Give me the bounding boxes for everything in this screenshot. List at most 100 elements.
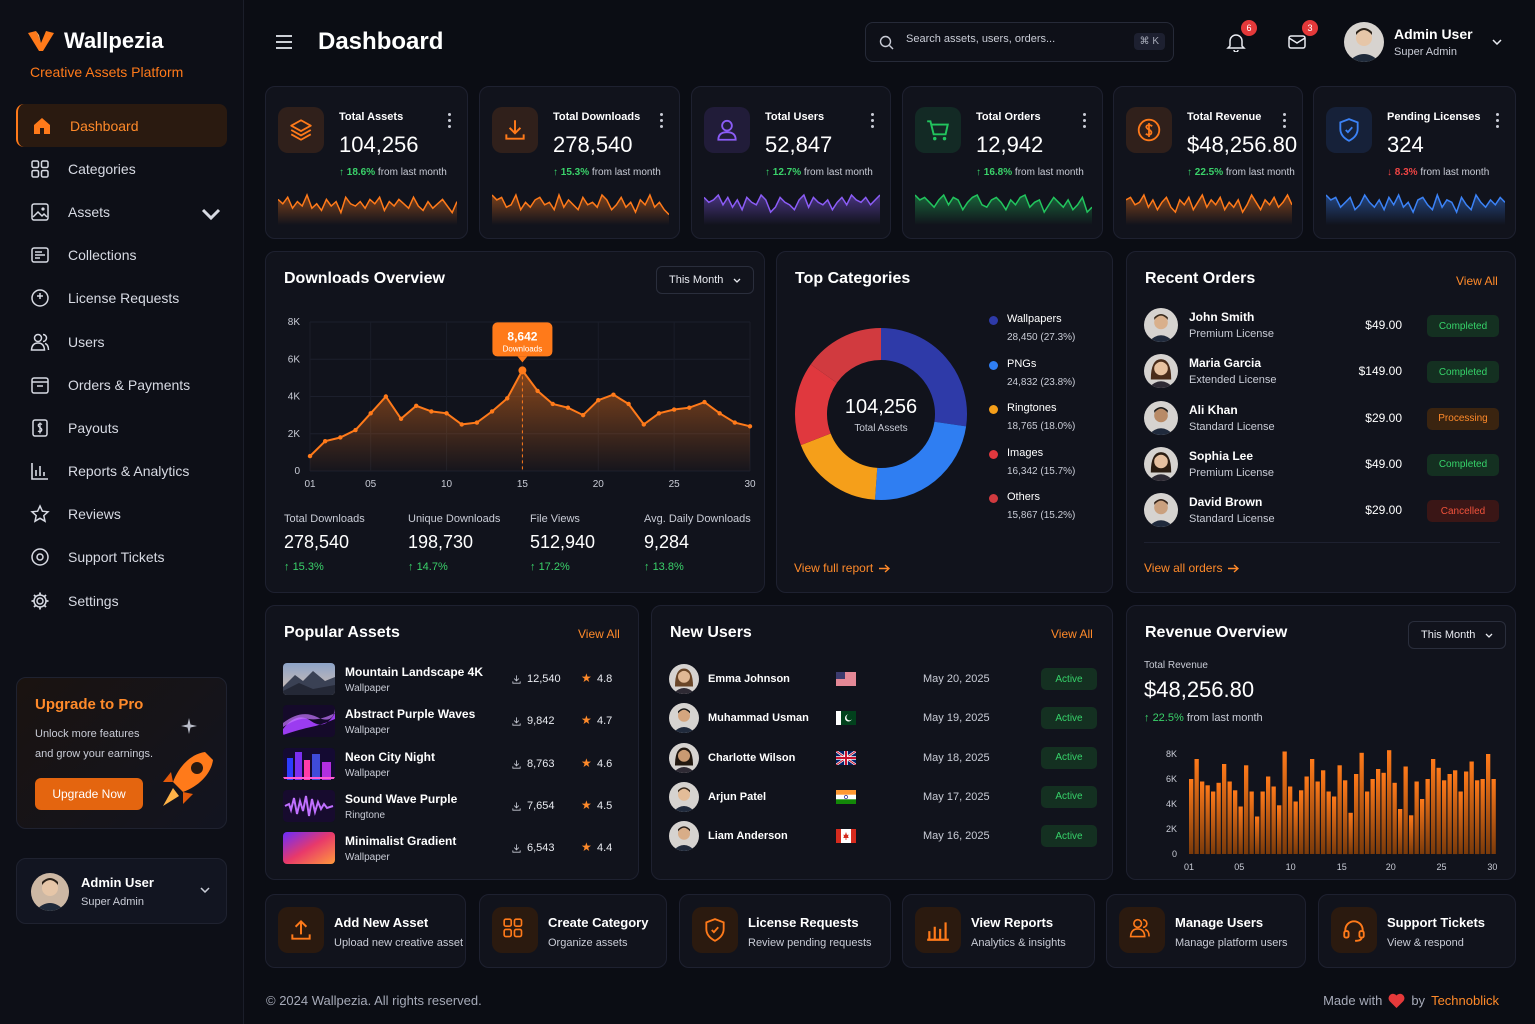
user-row[interactable]: Muhammad Usman May 19, 2025 Active bbox=[669, 703, 1099, 734]
more-options-icon[interactable] bbox=[448, 113, 451, 131]
messages-button[interactable]: 3 bbox=[1288, 20, 1318, 54]
sparkline bbox=[915, 193, 1092, 225]
sidebar-item-categories[interactable]: Categories bbox=[16, 147, 227, 190]
quick-action-support-tickets[interactable]: Support Tickets View & respond bbox=[1318, 894, 1516, 968]
footer-credit: Made with by Technoblick bbox=[1323, 993, 1499, 1008]
stat-card-total-assets[interactable]: Total Assets 104,256 ↑ 18.6% from last mon… bbox=[265, 86, 468, 239]
sidebar-item-reviews[interactable]: Reviews bbox=[16, 493, 227, 536]
tooltip-value: 8,642 bbox=[507, 329, 537, 343]
revenue-bar bbox=[1310, 759, 1315, 854]
quick-action-subtitle: Manage platform users bbox=[1175, 937, 1288, 949]
sidebar-item-label: Categories bbox=[68, 160, 136, 177]
revenue-bar bbox=[1398, 809, 1403, 854]
dollar-icon bbox=[1137, 118, 1161, 142]
card-title: Recent Orders bbox=[1145, 270, 1256, 287]
data-point bbox=[444, 411, 449, 416]
period-dropdown[interactable]: This Month bbox=[1408, 621, 1507, 649]
search-bar[interactable]: ⌘ K bbox=[865, 22, 1174, 62]
revenue-bar bbox=[1194, 759, 1199, 854]
period-dropdown[interactable]: This Month bbox=[656, 266, 755, 294]
stat-card-total-revenue[interactable]: Total Revenue $48,256.80 ↑ 22.5% from last… bbox=[1113, 86, 1303, 239]
user-join-date: May 20, 2025 bbox=[923, 673, 990, 685]
quick-action-view-reports[interactable]: View Reports Analytics & insights bbox=[902, 894, 1095, 968]
asset-row[interactable]: Neon City Night Wallpaper 8,763 ★ 4.6 bbox=[283, 747, 623, 782]
order-row[interactable]: John Smith Premium License $49.00 Completed bbox=[1144, 308, 1500, 344]
upload-icon bbox=[291, 919, 311, 940]
sidebar-item-collections[interactable]: Collections bbox=[16, 234, 227, 277]
revenue-bar bbox=[1260, 791, 1265, 854]
view-all-users-link[interactable]: View All bbox=[1051, 627, 1093, 641]
sidebar-user-card[interactable]: Admin User Super Admin bbox=[16, 858, 227, 924]
quick-action-create-category[interactable]: Create Category Organize assets bbox=[479, 894, 667, 968]
sparkline bbox=[492, 192, 669, 225]
quick-action-license-requests[interactable]: License Requests Review pending requests bbox=[679, 894, 891, 968]
notifications-button[interactable]: 6 bbox=[1226, 20, 1257, 54]
order-row[interactable]: Maria Garcia Extended License $149.00 Compl… bbox=[1144, 354, 1500, 390]
quick-action-title: License Requests bbox=[748, 915, 859, 930]
stat-card-total-downloads[interactable]: Total Downloads 278,540 ↑ 15.3% from last … bbox=[479, 86, 680, 239]
sidebar-item-support-tickets[interactable]: Support Tickets bbox=[16, 536, 227, 579]
revenue-bar bbox=[1321, 770, 1326, 855]
sidebar-item-payouts[interactable]: Payouts bbox=[16, 406, 227, 449]
author-link[interactable]: Technoblick bbox=[1431, 993, 1499, 1008]
revenue-bar bbox=[1420, 799, 1425, 854]
asset-row[interactable]: Mountain Landscape 4K Wallpaper 12,540 ★ 4.8 bbox=[283, 663, 623, 697]
stat-change-value: 22.5% bbox=[1194, 167, 1224, 178]
view-all-assets-link[interactable]: View All bbox=[578, 627, 620, 641]
brand-logo[interactable]: Wallpezia bbox=[28, 28, 163, 54]
sidebar-item-orders-payments[interactable]: Orders & Payments bbox=[16, 363, 227, 406]
user-row[interactable]: Arjun Patel May 17, 2025 Active bbox=[669, 781, 1099, 812]
data-point bbox=[322, 439, 328, 444]
menu-icon[interactable] bbox=[276, 35, 292, 49]
more-options-icon[interactable] bbox=[1083, 113, 1086, 131]
view-all-orders-link[interactable]: View All bbox=[1456, 274, 1498, 288]
user-name: Arjun Patel bbox=[708, 790, 767, 803]
status-badge: Completed bbox=[1427, 315, 1499, 337]
sidebar-item-settings[interactable]: Settings bbox=[16, 579, 227, 622]
search-input[interactable] bbox=[906, 33, 1126, 45]
quick-action-add-new-asset[interactable]: Add New Asset Upload new creative asset bbox=[265, 894, 466, 968]
asset-row[interactable]: Sound Wave Purple Ringtone 7,654 ★ 4.5 bbox=[283, 789, 623, 824]
order-license: Premium License bbox=[1189, 466, 1274, 479]
data-point bbox=[580, 412, 586, 418]
user-row[interactable]: Liam Anderson May 16, 2025 Active bbox=[669, 821, 1099, 852]
asset-type: Wallpaper bbox=[345, 767, 390, 779]
more-options-icon[interactable] bbox=[1496, 113, 1499, 131]
rating-star-icon: ★ bbox=[581, 797, 592, 812]
stat-card-total-orders[interactable]: Total Orders 12,942 ↑ 16.8% from last mont… bbox=[902, 86, 1103, 239]
stat-change-suffix: from last month bbox=[591, 167, 661, 178]
asset-thumbnail bbox=[283, 832, 335, 865]
stat-card-pending-licenses[interactable]: Pending Licenses 324 ↓ 8.3% from last mont… bbox=[1313, 86, 1516, 239]
more-options-icon[interactable] bbox=[871, 113, 874, 131]
stat-change-suffix: from last month bbox=[1420, 167, 1490, 178]
sidebar-item-users[interactable]: Users bbox=[16, 320, 227, 363]
asset-thumbnail bbox=[283, 747, 335, 780]
stat-icon-box bbox=[1326, 107, 1372, 153]
more-options-icon[interactable] bbox=[660, 113, 663, 131]
sidebar-item-reports-analytics[interactable]: Reports & Analytics bbox=[16, 450, 227, 493]
more-options-icon[interactable] bbox=[1283, 113, 1286, 131]
user-row[interactable]: Charlotte Wilson May 18, 2025 Active bbox=[669, 742, 1099, 773]
sidebar-item-assets[interactable]: Assets bbox=[16, 190, 227, 233]
asset-row[interactable]: Abstract Purple Waves Wallpaper 9,842 ★ 4.7 bbox=[283, 705, 623, 739]
arrow-right-icon bbox=[1228, 563, 1240, 573]
sidebar-item-dashboard[interactable]: Dashboard bbox=[16, 104, 227, 148]
header-user-menu[interactable]: Admin User Super Admin bbox=[1344, 22, 1514, 62]
upgrade-now-button[interactable]: Upgrade Now bbox=[35, 778, 143, 810]
donut-center-value: 104,256 bbox=[844, 396, 918, 418]
order-row[interactable]: Sophia Lee Premium License $49.00 Completed bbox=[1144, 446, 1500, 483]
chevron-down-icon[interactable] bbox=[200, 887, 210, 893]
view-full-report-link[interactable]: View full report bbox=[794, 561, 891, 575]
data-point bbox=[656, 411, 662, 416]
order-row[interactable]: David Brown Standard License $29.00 Cancell… bbox=[1144, 493, 1500, 529]
user-row[interactable]: Emma Johnson May 20, 2025 Active bbox=[669, 664, 1099, 694]
view-all-orders-footer-link[interactable]: View all orders bbox=[1144, 561, 1240, 575]
stat-card-total-users[interactable]: Total Users 52,847 ↑ 12.7% from last month bbox=[691, 86, 891, 239]
asset-row[interactable]: Minimalist Gradient Wallpaper 6,543 ★ 4.4 bbox=[283, 832, 623, 866]
stat-change: ↑ 18.6% from last month bbox=[339, 167, 447, 178]
chevron-down-icon[interactable] bbox=[201, 204, 221, 224]
quick-action-manage-users[interactable]: Manage Users Manage platform users bbox=[1106, 894, 1306, 968]
wallpezia-logo-icon bbox=[28, 31, 54, 51]
sidebar-item-license-requests[interactable]: License Requests bbox=[16, 277, 227, 320]
order-row[interactable]: Ali Khan Standard License $29.00 Processing bbox=[1144, 400, 1500, 437]
